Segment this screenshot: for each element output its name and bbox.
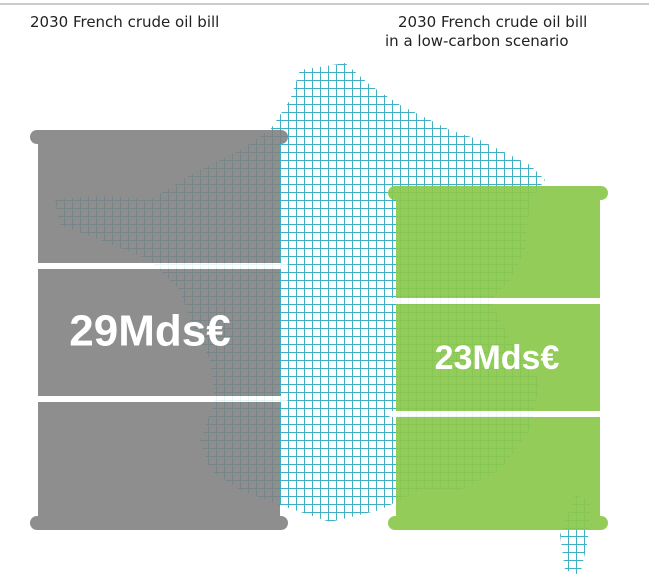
right-title-line: in a low-carbon scenario <box>385 32 569 50</box>
barrel-green <box>388 186 608 530</box>
barrel-gray <box>30 130 288 530</box>
left-title: 2030 French crude oil bill <box>30 13 219 31</box>
barrel-label: 29Mds€ <box>69 307 230 356</box>
barrel-label: 23Mds€ <box>435 339 560 377</box>
right-title-line: 2030 French crude oil bill <box>398 13 587 31</box>
